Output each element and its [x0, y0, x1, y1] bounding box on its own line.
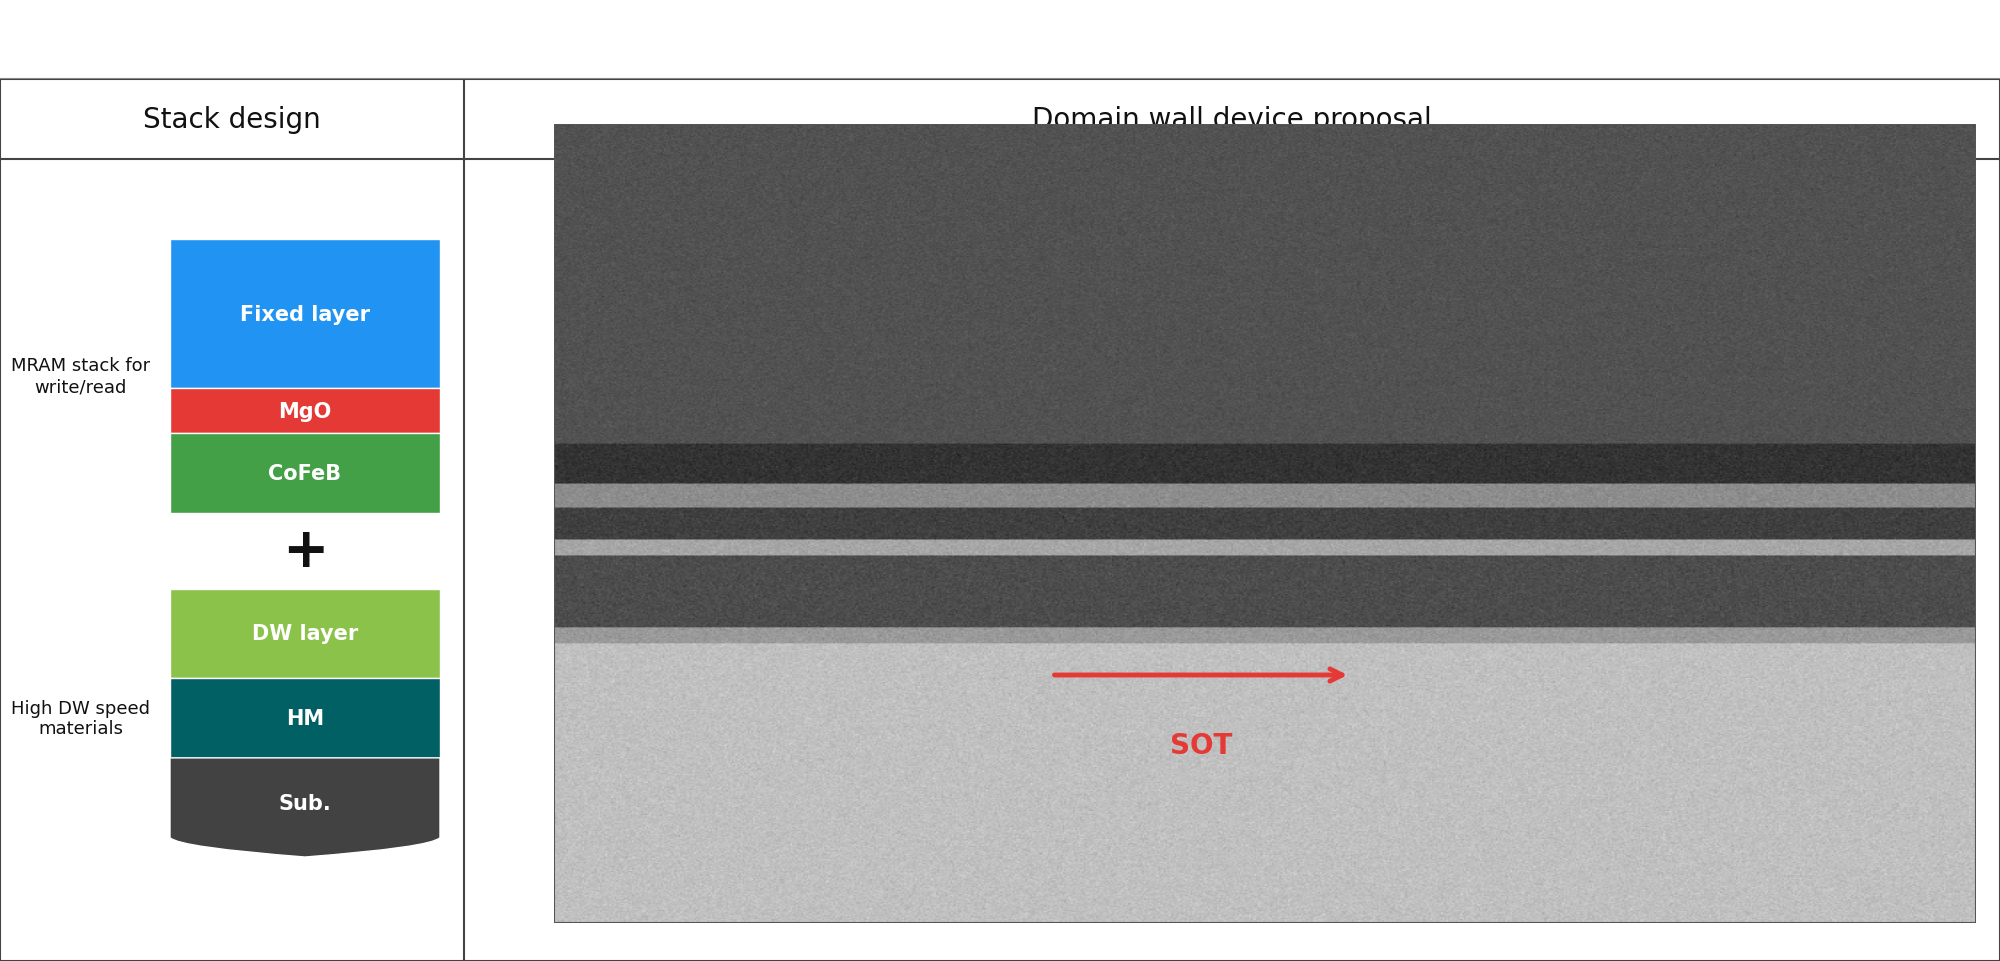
Text: MRAM stack for
write/read: MRAM stack for write/read	[10, 357, 150, 396]
FancyBboxPatch shape	[170, 389, 440, 433]
FancyBboxPatch shape	[170, 589, 440, 678]
FancyBboxPatch shape	[170, 678, 440, 758]
PathPatch shape	[170, 758, 440, 857]
Text: SOT: SOT	[1170, 731, 1232, 759]
Text: Domain wall device proposal: Domain wall device proposal	[1032, 106, 1432, 134]
Text: MgO: MgO	[278, 401, 332, 421]
FancyBboxPatch shape	[170, 433, 440, 513]
Text: DW layer: DW layer	[252, 624, 358, 644]
Text: DW reading: DW reading	[1574, 176, 1712, 200]
Text: +: +	[282, 524, 328, 578]
Text: Stack design: Stack design	[144, 106, 320, 134]
Text: High DW speed
materials: High DW speed materials	[12, 699, 150, 738]
Text: CoFeB: CoFeB	[268, 463, 342, 483]
FancyBboxPatch shape	[170, 239, 440, 389]
Text: Fixed layer: Fixed layer	[240, 305, 370, 324]
Text: Sub.: Sub.	[278, 793, 332, 813]
Text: HM: HM	[286, 708, 324, 728]
Text: Hybrid free layer design for domain wall devices: Hybrid free layer design for domain wall…	[506, 23, 1494, 57]
Text: DW writing: DW writing	[628, 176, 758, 200]
